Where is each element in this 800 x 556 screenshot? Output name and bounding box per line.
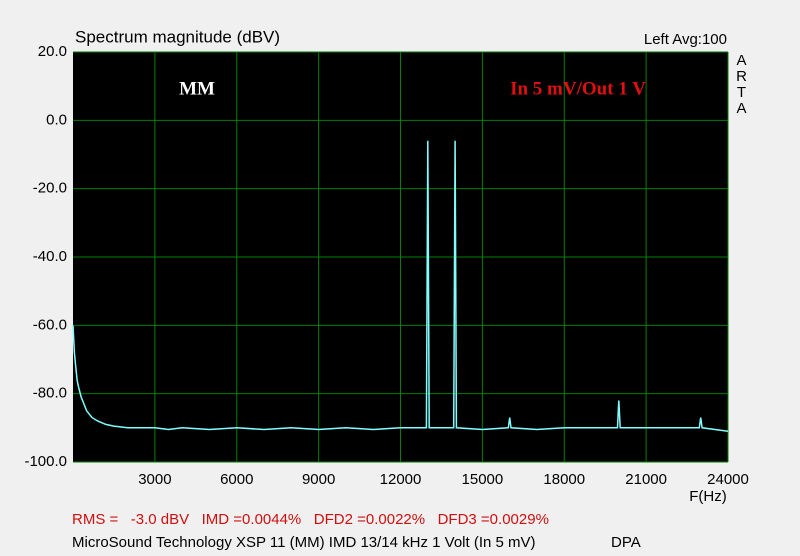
x-tick-label: 12000 <box>380 471 422 488</box>
footer-stats: RMS = -3.0 dBV IMD =0.0044% DFD2 =0.0022… <box>72 511 549 528</box>
y-tick-label: -40.0 <box>33 248 67 265</box>
y-tick-label: -100.0 <box>24 453 67 470</box>
side-label: ARTA <box>733 52 750 116</box>
x-tick-label: 18000 <box>543 471 585 488</box>
x-tick-label: 6000 <box>220 471 253 488</box>
annotation: MM <box>179 78 215 99</box>
x-tick-label: 21000 <box>625 471 667 488</box>
x-tick-label: 9000 <box>302 471 335 488</box>
x-tick-label: 24000 <box>707 471 749 488</box>
y-tick-label: -60.0 <box>33 316 67 333</box>
footer-tag: DPA <box>611 534 641 551</box>
x-tick-label: 3000 <box>138 471 171 488</box>
x-axis-label: F(Hz) <box>689 488 727 505</box>
chart-title: Spectrum magnitude (dBV) <box>75 27 280 46</box>
y-tick-label: 20.0 <box>38 43 67 60</box>
footer-description: MicroSound Technology XSP 11 (MM) IMD 13… <box>72 534 536 551</box>
x-tick-label: 15000 <box>462 471 504 488</box>
y-tick-label: -20.0 <box>33 180 67 197</box>
trace <box>72 140 729 433</box>
subtitle: Left Avg:100 <box>644 31 727 48</box>
grid <box>73 51 729 463</box>
annotation: In 5 mV/Out 1 V <box>510 78 646 99</box>
spectrum-line <box>72 140 729 433</box>
y-tick-label: -80.0 <box>33 385 67 402</box>
y-tick-label: 0.0 <box>46 111 67 128</box>
